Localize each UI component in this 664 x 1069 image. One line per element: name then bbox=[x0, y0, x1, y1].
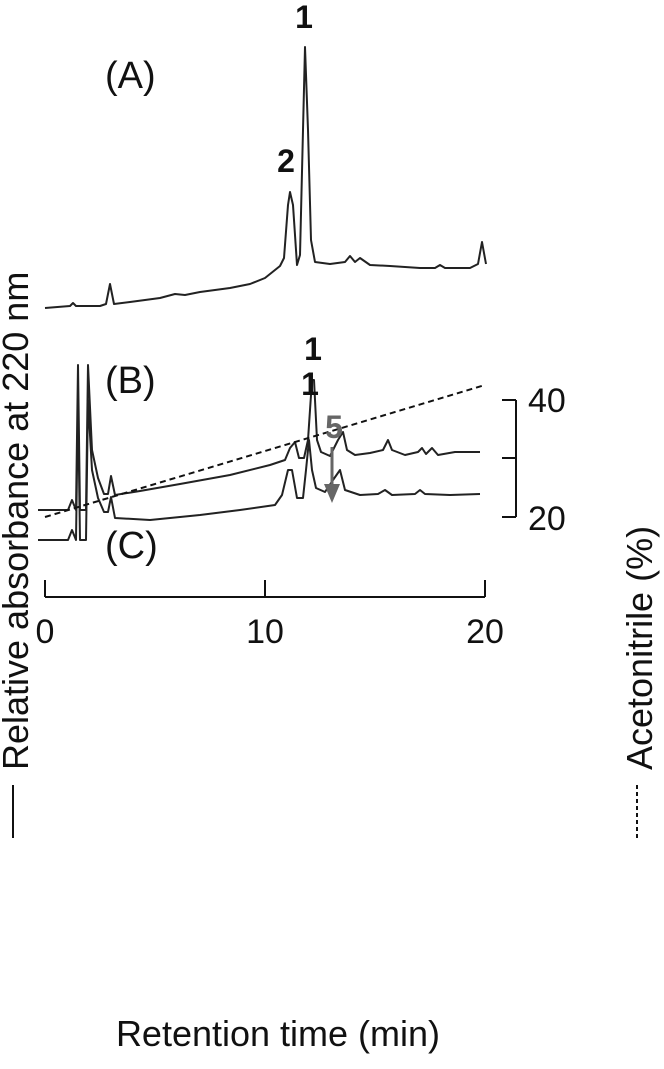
y2-axis: 40 20 bbox=[502, 382, 566, 538]
peak-label-b-5: 5 bbox=[325, 409, 343, 445]
x-tick-label-10: 10 bbox=[246, 613, 284, 651]
peak-5-arrow bbox=[324, 447, 340, 503]
trace-panel-c bbox=[38, 399, 481, 541]
panel-label-a: (A) bbox=[105, 55, 156, 97]
trace-panel-a bbox=[44, 46, 487, 309]
y2-tick-label-40: 40 bbox=[528, 382, 566, 420]
y-axis-title: Relative absorbance at 220 nm bbox=[0, 272, 36, 770]
y2-tick-label-20: 20 bbox=[528, 500, 566, 538]
y2-axis-title: Acetonitrile (%) bbox=[619, 526, 660, 770]
peak-label-b-1: 1 bbox=[304, 331, 322, 367]
x-axis-title: Retention time (min) bbox=[116, 1013, 440, 1054]
peak-label-c-1: 1 bbox=[301, 366, 319, 402]
panel-label-c: (C) bbox=[105, 525, 158, 567]
x-axis: 0 10 20 bbox=[36, 580, 504, 651]
acetonitrile-gradient-line bbox=[44, 384, 486, 518]
x-tick-label-20: 20 bbox=[466, 613, 504, 651]
x-tick-label-0: 0 bbox=[36, 613, 55, 651]
trace-panel-b bbox=[38, 364, 480, 511]
panel-label-b: (B) bbox=[105, 360, 156, 402]
peak-label-a-1: 1 bbox=[295, 0, 313, 35]
peak-label-a-2: 2 bbox=[277, 143, 295, 179]
